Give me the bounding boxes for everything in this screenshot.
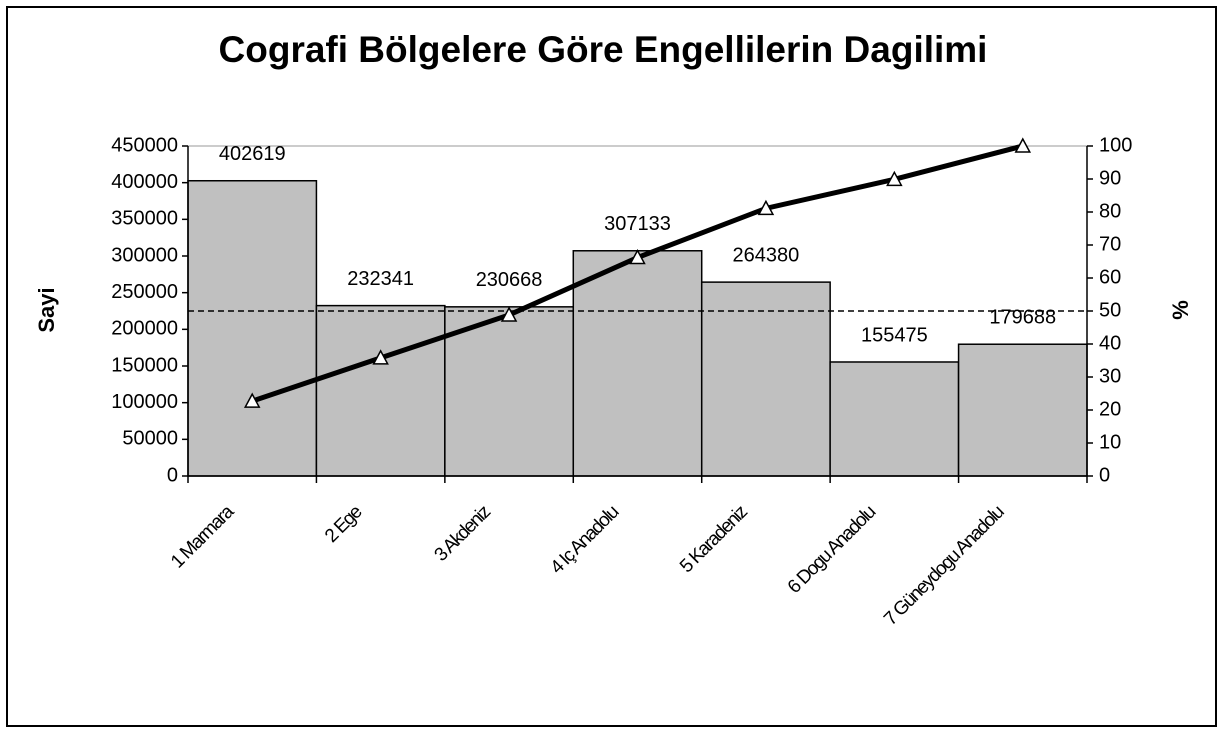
y2-tick-label: 80	[1099, 200, 1121, 222]
y2-axis-label: %	[1168, 300, 1193, 320]
value-label: 307133	[604, 213, 671, 235]
y2-tick-label: 20	[1099, 398, 1121, 420]
bar	[572, 250, 703, 477]
marker	[500, 306, 518, 322]
y2-tick-label: 0	[1099, 464, 1110, 486]
y-tick-label: 450000	[111, 134, 178, 156]
y2-tick-label: 60	[1099, 266, 1121, 288]
y2-tick-label: 50	[1099, 299, 1121, 321]
y2-tick-label: 10	[1099, 431, 1121, 453]
bar	[187, 179, 318, 477]
y-tick-label: 200000	[111, 318, 178, 340]
value-label: 179688	[989, 307, 1056, 329]
y-tick-label: 400000	[111, 171, 178, 193]
marker	[372, 349, 389, 365]
y-tick-label: 350000	[111, 208, 178, 230]
y-tick-label: 300000	[111, 244, 178, 266]
marker	[886, 170, 903, 187]
bar	[444, 306, 575, 477]
bar	[957, 343, 1088, 477]
y2-tick-label: 100	[1099, 134, 1132, 156]
y-tick-label: 250000	[111, 281, 178, 303]
value-label: 155475	[861, 324, 928, 346]
y2-tick-label: 40	[1099, 332, 1121, 354]
y2-tick-label: 90	[1099, 167, 1121, 189]
marker	[243, 392, 261, 408]
bar	[315, 304, 446, 477]
value-label: 264380	[733, 244, 800, 266]
chart-title: Cografi Bölgelere Göre Engellilerin Dagi…	[219, 29, 988, 70]
y-tick-label: 100000	[111, 391, 178, 413]
y-tick-label: 0	[167, 464, 178, 486]
y-axis-label: Sayi	[34, 287, 59, 332]
value-label: 230668	[476, 269, 543, 291]
y-tick-label: 50000	[122, 428, 178, 450]
y2-tick-label: 30	[1099, 365, 1121, 387]
marker	[629, 248, 646, 265]
marker	[757, 199, 775, 216]
value-label: 232341	[347, 268, 414, 290]
y-tick-label: 150000	[111, 354, 178, 376]
y2-tick-label: 70	[1099, 233, 1121, 255]
bar	[829, 361, 960, 477]
value-label: 402619	[219, 143, 286, 165]
marker	[1014, 137, 1032, 153]
